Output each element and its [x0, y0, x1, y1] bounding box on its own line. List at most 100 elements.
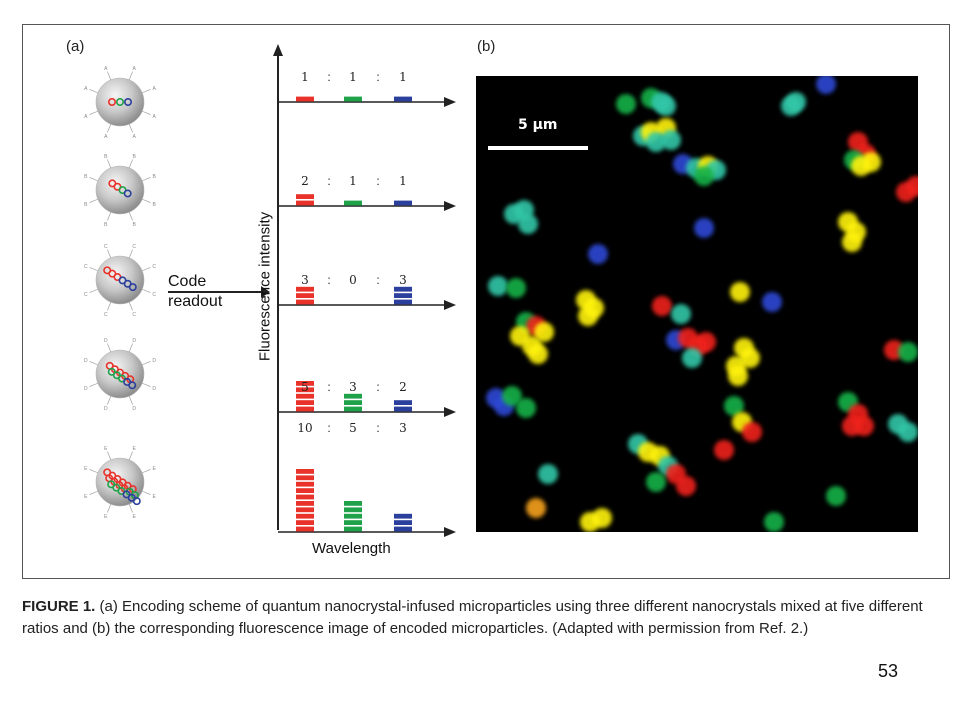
- microsphere: A A A A A A A A: [84, 66, 156, 140]
- intensity-bar-segment: [394, 299, 412, 305]
- intensity-bar-segment: [296, 501, 314, 506]
- ligand-spoke: [89, 288, 98, 293]
- intensity-bar-segment: [296, 194, 314, 199]
- ligand-letter: D: [84, 358, 88, 364]
- fluorescent-microparticle: [906, 176, 918, 196]
- intensity-bar-segment: [394, 200, 412, 206]
- ligand-letter: A: [84, 114, 88, 120]
- ligand-letter: B: [153, 174, 157, 180]
- ligand-letter: A: [153, 86, 157, 92]
- ligand-letter: E: [84, 494, 88, 500]
- ligand-spoke: [142, 267, 151, 272]
- ligand-spoke: [142, 110, 151, 115]
- nanocrystal: [123, 189, 132, 198]
- ratio-value: 2: [399, 380, 407, 394]
- ratio-separator: :: [376, 70, 379, 84]
- ratio-value: 1: [349, 174, 357, 188]
- fluorescent-microparticle: [724, 396, 744, 416]
- ligand-letter: A: [84, 86, 88, 92]
- fluorescent-microparticle: [694, 166, 714, 186]
- spectrum-arrowhead: [444, 527, 456, 537]
- intensity-bar-segment: [344, 200, 362, 206]
- y-axis-arrowhead: [273, 44, 283, 56]
- intensity-bar-segment: [394, 526, 412, 532]
- fluorescent-microparticle: [742, 422, 762, 442]
- nanocrystal: [115, 97, 124, 106]
- scale-bar: [488, 146, 588, 150]
- fluorescent-microparticle: [646, 132, 666, 152]
- ligand-letter: B: [84, 202, 88, 208]
- ratio-value: 1: [399, 70, 407, 84]
- ratio-value: 3: [301, 273, 309, 287]
- ratio-value: 1: [301, 70, 309, 84]
- fluorescent-microparticle: [898, 422, 918, 442]
- ligand-spoke: [107, 71, 112, 80]
- nanocrystal: [123, 97, 132, 106]
- ligand-letter: C: [132, 244, 136, 250]
- ligand-letter: D: [152, 386, 156, 392]
- figure-caption: FIGURE 1. (a) Encoding scheme of quantum…: [22, 596, 952, 640]
- fluorescent-microparticle: [588, 244, 608, 264]
- fluorescent-microparticle: [538, 464, 558, 484]
- fluorescent-microparticle: [616, 94, 636, 114]
- ligand-spoke: [128, 71, 133, 80]
- ligand-spoke: [142, 469, 151, 474]
- ligand-letter: A: [104, 134, 108, 140]
- intensity-bar-segment: [344, 501, 362, 506]
- fluorescent-microparticle: [714, 440, 734, 460]
- code-readout-arrow: [168, 286, 270, 298]
- ligand-letter: A: [104, 66, 108, 72]
- fluorescent-microparticle: [656, 96, 676, 116]
- intensity-bar-segment: [296, 387, 314, 393]
- fluorescent-microparticle: [534, 322, 554, 342]
- fluorescent-microparticle: [676, 476, 696, 496]
- fluorescent-microparticle: [696, 332, 716, 352]
- ratio-separator: :: [327, 273, 330, 287]
- fluorescent-microparticle: [652, 296, 672, 316]
- ligand-letter: C: [104, 312, 108, 318]
- ligand-letter: B: [132, 222, 136, 228]
- caption-title: FIGURE 1.: [22, 598, 96, 615]
- intensity-bar-segment: [296, 507, 314, 513]
- spectrum-arrowhead: [444, 201, 456, 211]
- ratio-separator: :: [327, 174, 330, 188]
- fluorescent-microparticle: [488, 276, 508, 296]
- fluorescent-microparticle: [671, 304, 691, 324]
- intensity-bar-segment: [344, 96, 362, 102]
- code-readout-line2: readout: [168, 293, 223, 310]
- fluorescent-microparticle: [646, 472, 666, 492]
- nanocrystal: [128, 283, 137, 292]
- intensity-bar-segment: [296, 526, 314, 532]
- intensity-bar-segment: [296, 494, 314, 500]
- ratio-value: 10: [297, 421, 312, 435]
- ratio-value: 5: [301, 380, 309, 394]
- ligand-letter: E: [84, 466, 88, 472]
- intensity-bar-segment: [296, 469, 314, 474]
- ligand-spoke: [89, 110, 98, 115]
- ligand-spoke: [89, 267, 98, 272]
- intensity-bar-segment: [296, 488, 314, 493]
- ligand-spoke: [142, 288, 151, 293]
- ratio-separator: :: [376, 421, 379, 435]
- intensity-bar-segment: [344, 513, 362, 519]
- ligand-spoke: [89, 382, 98, 387]
- code-readout-label: Code readout: [168, 272, 222, 312]
- intensity-bar-segment: [296, 393, 314, 399]
- fluorescent-microparticle: [526, 498, 546, 518]
- fluorescent-microparticle: [682, 348, 702, 368]
- ligand-spoke: [142, 89, 151, 94]
- fluorescent-microparticle: [528, 344, 548, 364]
- fluorescent-microparticle: [816, 76, 836, 94]
- intensity-bar-segment: [394, 513, 412, 519]
- spectrum-arrowhead: [444, 407, 456, 417]
- panel-b-label: (b): [477, 38, 496, 55]
- ligand-letter: E: [153, 466, 157, 472]
- ligand-spoke: [107, 249, 112, 258]
- fluorescent-microparticle: [502, 386, 522, 406]
- intensity-bar-segment: [394, 293, 412, 298]
- ligand-spoke: [128, 302, 133, 311]
- ligand-spoke: [89, 89, 98, 94]
- ratio-value: 5: [349, 421, 357, 435]
- ligand-spoke: [107, 343, 112, 352]
- intensity-bar-segment: [296, 200, 314, 206]
